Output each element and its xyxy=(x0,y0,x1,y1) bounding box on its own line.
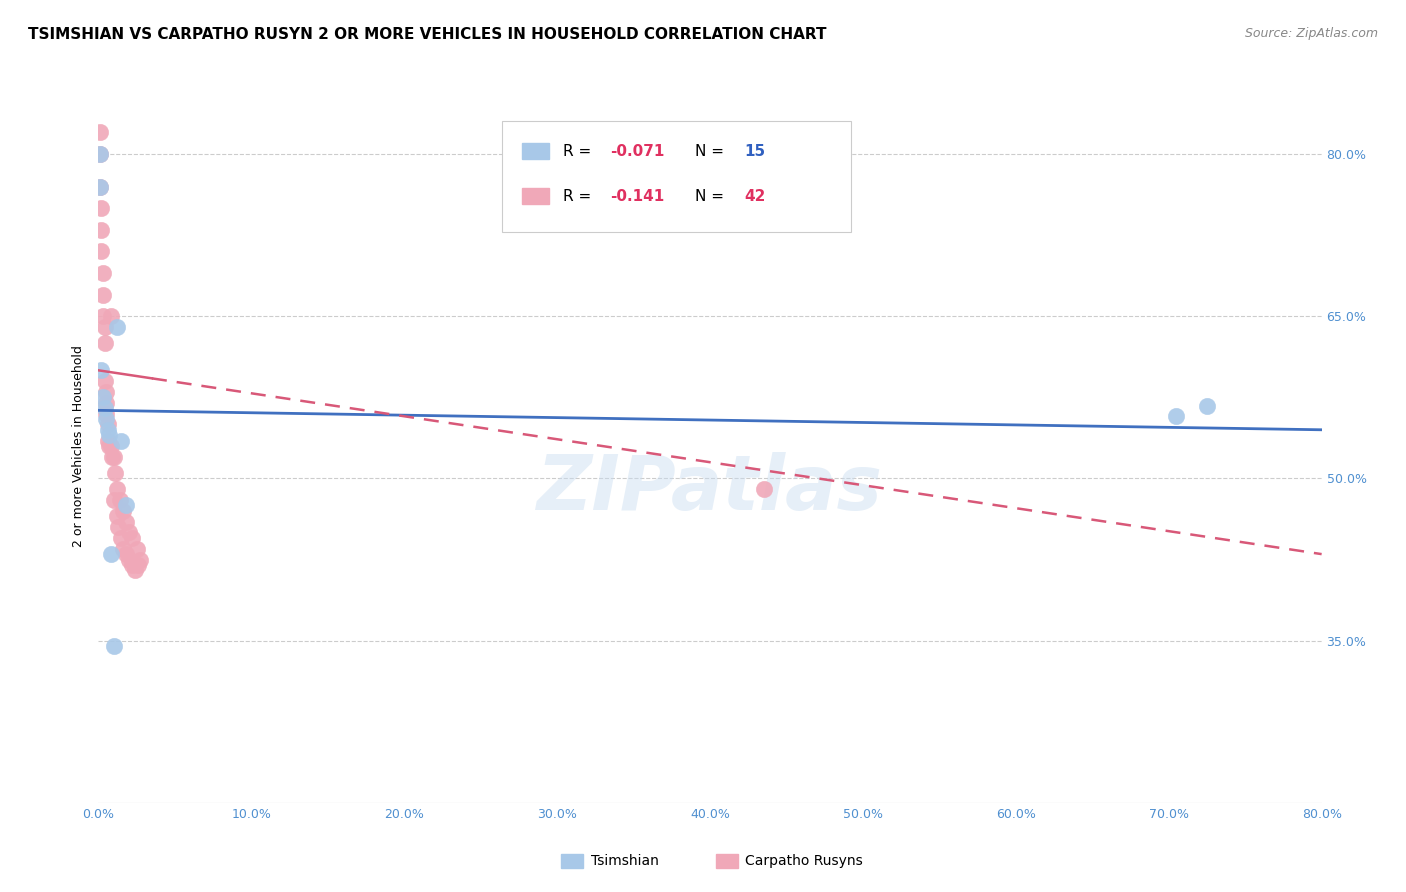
Point xyxy=(98,428,121,442)
Text: 15: 15 xyxy=(744,144,765,159)
Point xyxy=(91,390,114,404)
Point xyxy=(97,423,120,437)
Point xyxy=(101,450,124,464)
Text: ZIPatlas: ZIPatlas xyxy=(537,452,883,525)
Point xyxy=(1166,409,1188,423)
Point xyxy=(121,558,143,572)
Point xyxy=(90,223,112,237)
Text: -0.071: -0.071 xyxy=(610,144,664,159)
Point xyxy=(93,401,115,416)
Text: Carpatho Rusyns: Carpatho Rusyns xyxy=(745,854,863,868)
Point xyxy=(110,531,132,545)
Point xyxy=(97,417,120,432)
Point xyxy=(93,374,115,388)
Point xyxy=(89,147,111,161)
Point xyxy=(100,310,122,324)
Text: -0.141: -0.141 xyxy=(610,189,664,203)
Text: N =: N = xyxy=(696,189,730,203)
Point xyxy=(91,310,114,324)
Point xyxy=(94,384,117,399)
Point xyxy=(94,412,117,426)
Bar xyxy=(522,188,548,204)
Point xyxy=(127,558,149,572)
Point xyxy=(89,147,111,161)
Point xyxy=(111,504,134,518)
Text: N =: N = xyxy=(696,144,730,159)
Text: 42: 42 xyxy=(744,189,766,203)
Point xyxy=(124,563,146,577)
Point xyxy=(107,520,129,534)
Point xyxy=(125,541,148,556)
Text: R =: R = xyxy=(564,189,596,203)
Point xyxy=(91,287,114,301)
Point xyxy=(110,434,132,448)
Point xyxy=(100,547,122,561)
Point xyxy=(89,179,111,194)
Point xyxy=(103,639,125,653)
Point xyxy=(104,466,127,480)
Point xyxy=(93,336,115,351)
Point xyxy=(118,525,141,540)
Point xyxy=(91,266,114,280)
Point xyxy=(108,493,131,508)
Text: TSIMSHIAN VS CARPATHO RUSYN 2 OR MORE VEHICLES IN HOUSEHOLD CORRELATION CHART: TSIMSHIAN VS CARPATHO RUSYN 2 OR MORE VE… xyxy=(28,27,827,42)
Point xyxy=(98,439,121,453)
Point xyxy=(90,363,112,377)
Point xyxy=(118,552,141,566)
Point xyxy=(89,179,111,194)
Point xyxy=(115,499,138,513)
Point xyxy=(128,552,150,566)
Point xyxy=(115,547,138,561)
Text: Tsimshian: Tsimshian xyxy=(591,854,658,868)
Point xyxy=(90,201,112,215)
Point xyxy=(105,509,128,524)
Point xyxy=(111,541,134,556)
Text: R =: R = xyxy=(564,144,596,159)
Point xyxy=(93,320,115,334)
Point xyxy=(94,407,117,421)
Point xyxy=(90,244,112,259)
Point xyxy=(105,482,128,496)
FancyBboxPatch shape xyxy=(502,121,851,232)
Point xyxy=(94,396,117,410)
Point xyxy=(1195,399,1218,413)
Point xyxy=(103,493,125,508)
Point xyxy=(115,515,138,529)
Y-axis label: 2 or more Vehicles in Household: 2 or more Vehicles in Household xyxy=(72,345,86,547)
Bar xyxy=(522,144,548,159)
Point xyxy=(105,320,128,334)
Point xyxy=(100,439,122,453)
Point xyxy=(97,434,120,448)
Point xyxy=(752,482,775,496)
Point xyxy=(103,450,125,464)
Text: Source: ZipAtlas.com: Source: ZipAtlas.com xyxy=(1244,27,1378,40)
Point xyxy=(121,531,143,545)
Point xyxy=(89,125,111,139)
